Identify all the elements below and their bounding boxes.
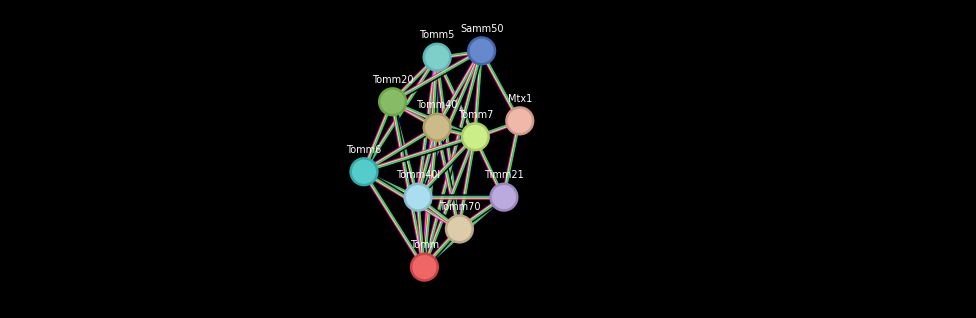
Text: Tomm5: Tomm5	[420, 30, 455, 40]
Circle shape	[350, 158, 378, 185]
Circle shape	[491, 184, 517, 211]
Circle shape	[405, 184, 431, 211]
Text: Tomm7: Tomm7	[458, 110, 493, 120]
Circle shape	[446, 216, 472, 242]
Text: Timm21: Timm21	[484, 170, 524, 180]
Circle shape	[424, 114, 451, 141]
Text: Tomm: Tomm	[410, 240, 439, 250]
Circle shape	[380, 88, 406, 115]
Circle shape	[462, 123, 489, 150]
Text: Tomm20: Tomm20	[372, 75, 414, 85]
Circle shape	[507, 107, 533, 134]
Text: Tomm6: Tomm6	[346, 145, 382, 155]
Text: Tomm40l: Tomm40l	[396, 170, 440, 180]
Text: Tomm70: Tomm70	[438, 202, 480, 212]
Text: Samm50: Samm50	[460, 24, 504, 34]
Circle shape	[411, 254, 438, 280]
Circle shape	[424, 44, 451, 71]
Circle shape	[468, 38, 495, 64]
Text: Tomm40: Tomm40	[417, 100, 458, 110]
Text: Mtx1: Mtx1	[508, 94, 532, 104]
